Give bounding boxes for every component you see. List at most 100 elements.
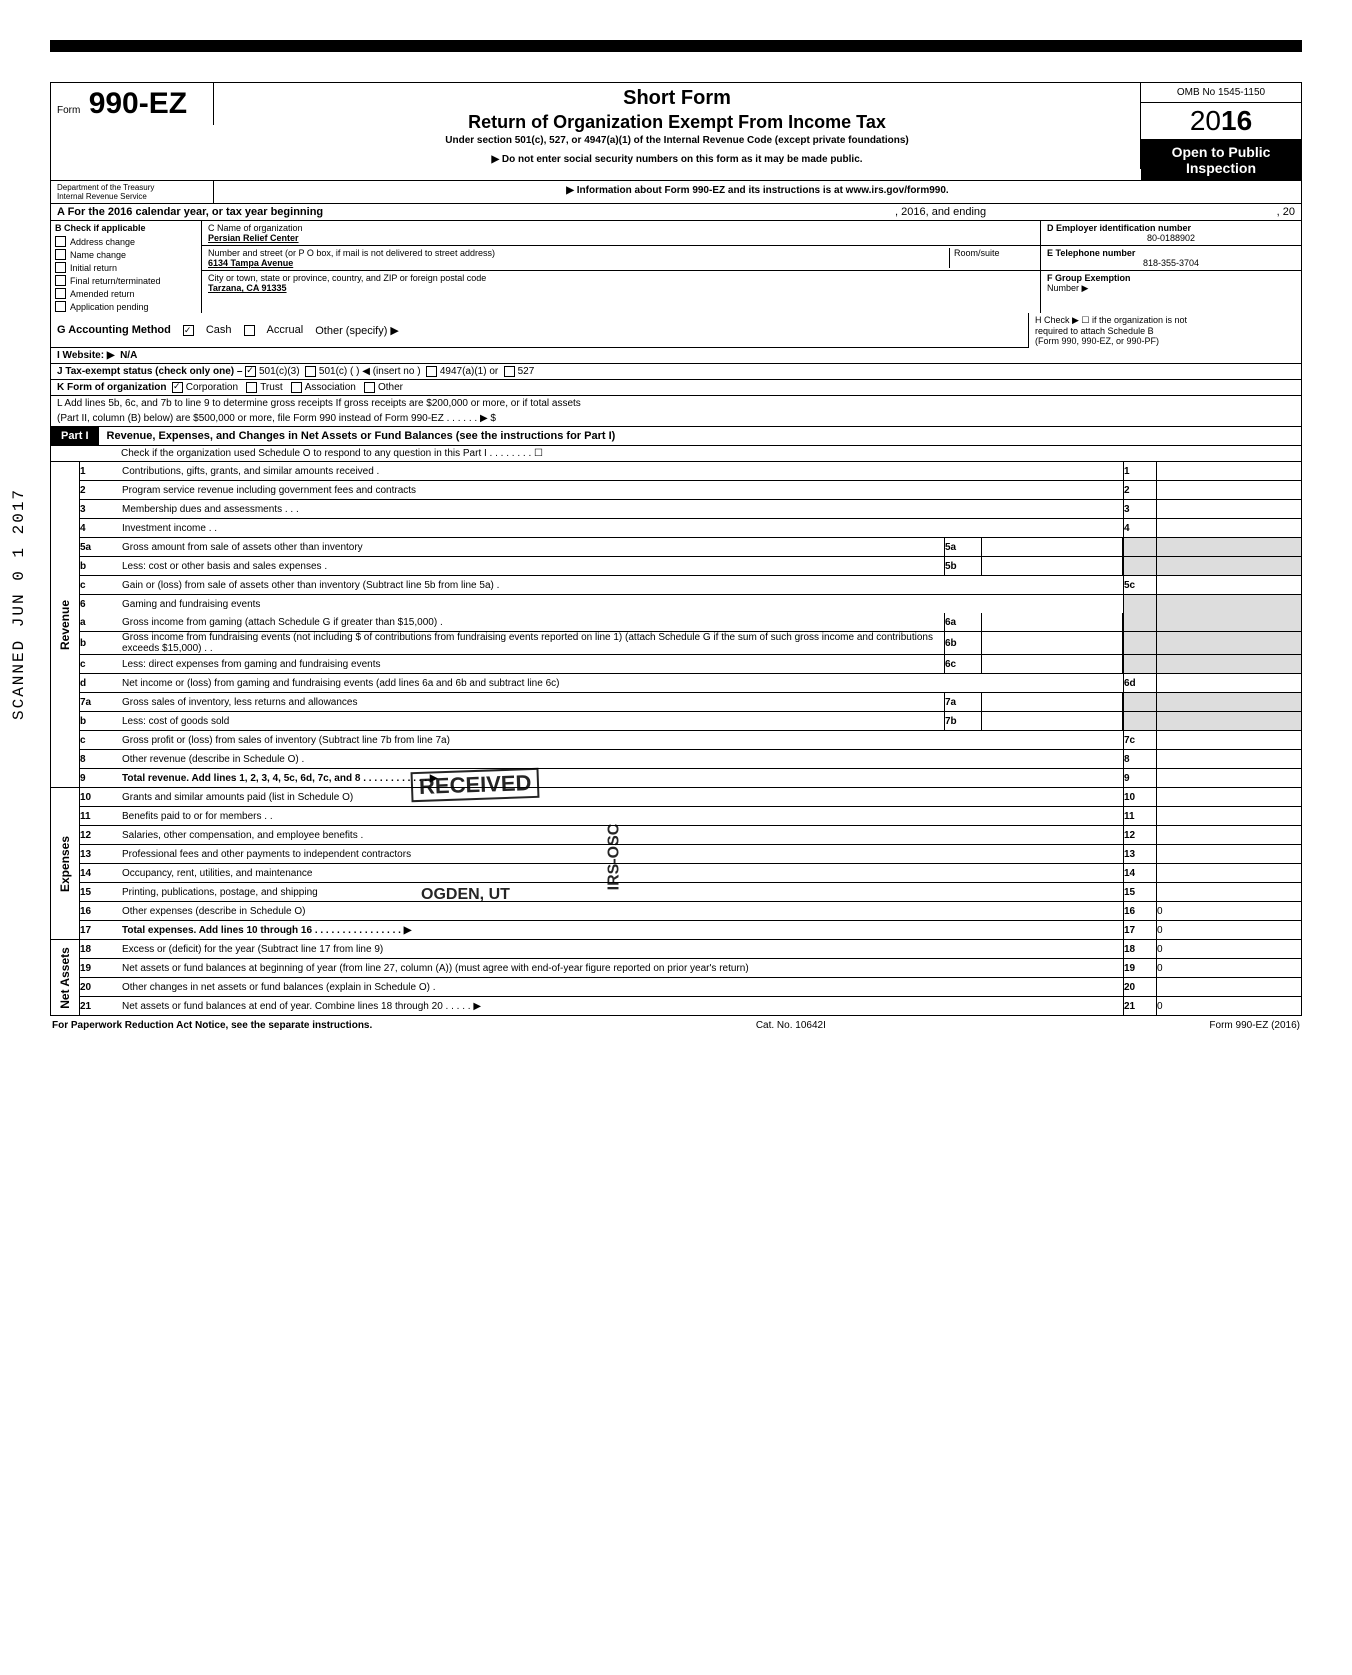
l13-v[interactable]	[1157, 845, 1301, 863]
line-5c: cGain or (loss) from sale of assets othe…	[80, 576, 1301, 595]
l15-v[interactable]	[1157, 883, 1301, 901]
l5b-rb	[1123, 557, 1157, 575]
line-17: 17Total expenses. Add lines 10 through 1…	[80, 921, 1301, 939]
open-to-public: Open to Public Inspection	[1141, 140, 1301, 180]
l2-v[interactable]	[1157, 481, 1301, 499]
j-c: 4947(a)(1) or	[440, 366, 498, 377]
footer: For Paperwork Reduction Act Notice, see …	[50, 1016, 1302, 1035]
chk-amended-return[interactable]: Amended return	[51, 287, 201, 300]
l7a-mv[interactable]	[982, 693, 1123, 711]
l21-v[interactable]: 0	[1157, 997, 1301, 1015]
chk-501c[interactable]	[305, 366, 316, 377]
l16-v[interactable]: 0	[1157, 902, 1301, 920]
l18-rb: 18	[1123, 940, 1157, 958]
l12-d: Salaries, other compensation, and employ…	[122, 826, 1123, 844]
chk-accrual[interactable]	[244, 325, 255, 336]
l7c-n: c	[80, 731, 122, 749]
l12-v[interactable]	[1157, 826, 1301, 844]
part1-check-text: Check if the organization used Schedule …	[121, 448, 543, 459]
l16-rb: 16	[1123, 902, 1157, 920]
chk-application-pending[interactable]: Application pending	[51, 300, 201, 313]
footer-mid: Cat. No. 10642I	[756, 1020, 826, 1031]
l10-v[interactable]	[1157, 788, 1301, 806]
l6a-d: Gross income from gaming (attach Schedul…	[122, 613, 944, 631]
l20-v[interactable]	[1157, 978, 1301, 996]
l17-v[interactable]: 0	[1157, 921, 1301, 939]
l17-d: Total expenses. Add lines 10 through 16 …	[122, 925, 411, 936]
l3-v[interactable]	[1157, 500, 1301, 518]
l6b-rb	[1123, 632, 1157, 654]
g-accrual: Accrual	[267, 324, 304, 336]
l5b-mv[interactable]	[982, 557, 1123, 575]
l6d-v[interactable]	[1157, 674, 1301, 692]
chk-address-change[interactable]: Address change	[51, 235, 201, 248]
form-number-block: Form 990-EZ	[51, 83, 214, 125]
chk-name-change[interactable]: Name change	[51, 248, 201, 261]
l20-n: 20	[80, 978, 122, 996]
line-13: 13Professional fees and other payments t…	[80, 845, 1301, 864]
l1-v[interactable]	[1157, 462, 1301, 480]
l6c-mb: 6c	[944, 655, 982, 673]
chk-other-org[interactable]	[364, 382, 375, 393]
l7a-mb: 7a	[944, 693, 982, 711]
l6a-mv[interactable]	[982, 613, 1123, 631]
revenue-section: Revenue 1Contributions, gifts, grants, a…	[50, 462, 1302, 788]
g-cash: Cash	[206, 324, 232, 336]
l7c-v[interactable]	[1157, 731, 1301, 749]
l14-v[interactable]	[1157, 864, 1301, 882]
l8-v[interactable]	[1157, 750, 1301, 768]
chk-initial-return[interactable]: Initial return	[51, 261, 201, 274]
col-def: D Employer identification number 80-0188…	[1040, 221, 1301, 313]
l11-v[interactable]	[1157, 807, 1301, 825]
note-ssn: ▶ Do not enter social security numbers o…	[224, 154, 1130, 165]
line-12: 12Salaries, other compensation, and empl…	[80, 826, 1301, 845]
chk-corp[interactable]	[172, 382, 183, 393]
l6c-d: Less: direct expenses from gaming and fu…	[122, 655, 944, 673]
i-val: N/A	[120, 350, 137, 361]
l5c-n: c	[80, 576, 122, 594]
l6c-v	[1157, 655, 1301, 673]
l2-n: 2	[80, 481, 122, 499]
l7a-v	[1157, 693, 1301, 711]
chk-trust[interactable]	[246, 382, 257, 393]
chk-final-return[interactable]: Final return/terminated	[51, 274, 201, 287]
l7b-mv[interactable]	[982, 712, 1123, 730]
l4-v[interactable]	[1157, 519, 1301, 537]
chk-4947[interactable]	[426, 366, 437, 377]
revenue-body: 1Contributions, gifts, grants, and simil…	[80, 462, 1301, 787]
dept-treasury: Department of the Treasury	[57, 183, 207, 192]
line-6c: cLess: direct expenses from gaming and f…	[80, 655, 1301, 674]
l6b-mv[interactable]	[982, 632, 1123, 654]
l5c-v[interactable]	[1157, 576, 1301, 594]
line-15: 15Printing, publications, postage, and s…	[80, 883, 1301, 902]
l18-v[interactable]: 0	[1157, 940, 1301, 958]
l5b-n: b	[80, 557, 122, 575]
chk-501c3[interactable]	[245, 366, 256, 377]
line-19: 19Net assets or fund balances at beginni…	[80, 959, 1301, 978]
omb-number: OMB No 1545-1150	[1141, 83, 1301, 103]
l6a-v	[1157, 613, 1301, 631]
open-line2: Inspection	[1145, 160, 1297, 176]
l7b-rb	[1123, 712, 1157, 730]
chk-cash[interactable]	[183, 325, 194, 336]
chk-assoc[interactable]	[291, 382, 302, 393]
l5a-mv[interactable]	[982, 538, 1123, 556]
h-l2: required to attach Schedule B	[1035, 326, 1295, 336]
l6c-n: c	[80, 655, 122, 673]
l9-v[interactable]	[1157, 769, 1301, 787]
line-9: 9Total revenue. Add lines 1, 2, 3, 4, 5c…	[80, 769, 1301, 787]
title-under: Under section 501(c), 527, or 4947(a)(1)…	[224, 135, 1130, 146]
line-7c: cGross profit or (loss) from sales of in…	[80, 731, 1301, 750]
h-l3: (Form 990, 990-EZ, or 990-PF)	[1035, 336, 1295, 346]
l5b-mb: 5b	[944, 557, 982, 575]
l14-n: 14	[80, 864, 122, 882]
form-header: Form 990-EZ Short Form Return of Organiz…	[50, 82, 1302, 181]
chk-527[interactable]	[504, 366, 515, 377]
b-opt-1: Name change	[70, 250, 126, 260]
l6c-mv[interactable]	[982, 655, 1123, 673]
l6b-d: Gross income from fundraising events (no…	[122, 632, 944, 654]
l5a-rb	[1123, 538, 1157, 556]
l-text2: (Part II, column (B) below) are $500,000…	[57, 413, 496, 424]
l19-v[interactable]: 0	[1157, 959, 1301, 977]
l5a-v	[1157, 538, 1301, 556]
